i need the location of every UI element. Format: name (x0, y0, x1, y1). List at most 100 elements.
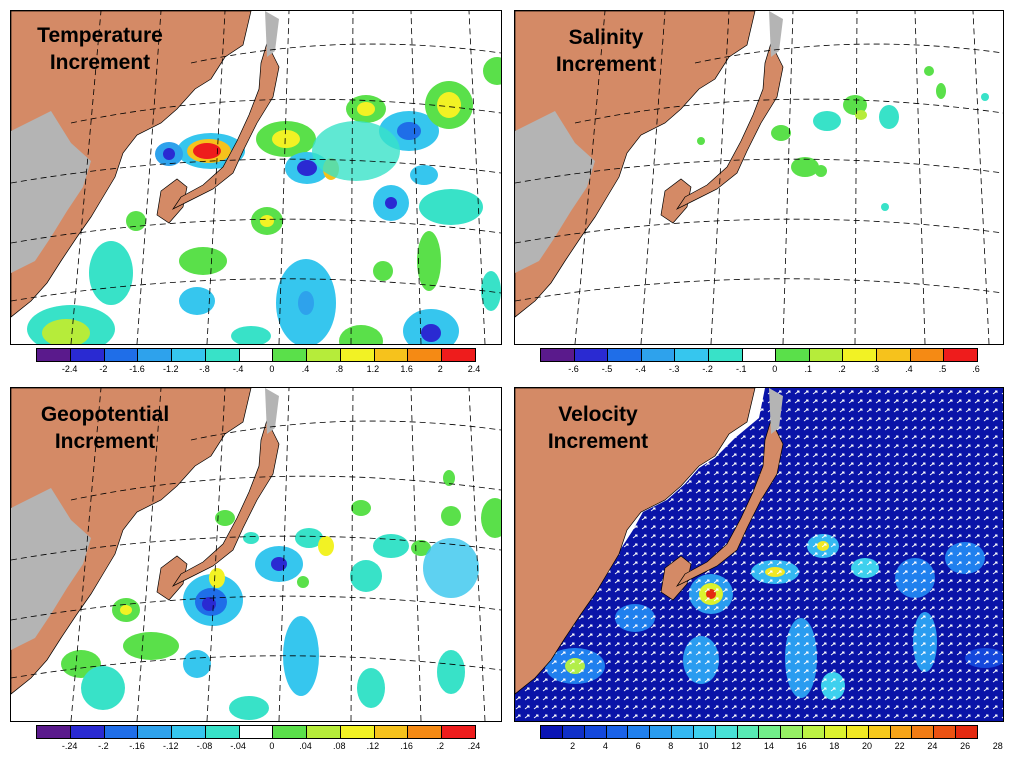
temp-anomaly (193, 143, 221, 159)
temp-anomaly (437, 92, 461, 118)
colorbar-swatch (776, 349, 810, 361)
colorbar-tick-label: 26 (960, 741, 971, 751)
temperature-ticks: -2.4 -2 -1.6 -1.2 -.8 -.4 0 .4 .8 1.2 1.6 2 2.4 (36, 364, 480, 376)
colorbar-tick-label: 0 (269, 364, 275, 374)
colorbar-tick-label: .1 (804, 364, 813, 374)
sal-anomaly (879, 105, 899, 129)
colorbar-tick-label: .4 (301, 364, 310, 374)
temp-anomaly (179, 287, 215, 315)
salinity-map-svg (515, 11, 1003, 344)
colorbar-tick-label: 0 (772, 364, 778, 374)
colorbar-swatch (172, 349, 206, 361)
colorbar-tick-label: .4 (905, 364, 913, 374)
colorbar-swatch (138, 349, 173, 361)
sal-anomaly (924, 66, 934, 76)
korea-peninsula (156, 178, 188, 224)
colorbar-swatch (442, 726, 475, 738)
colorbar-tick-label: -.8 (199, 364, 210, 374)
colorbar-swatch (104, 726, 139, 738)
colorbar-swatch (574, 349, 609, 361)
colorbar-tick-label: 28 (992, 741, 1003, 751)
asia-ice (11, 488, 91, 650)
colorbar-tick-label: 1.6 (400, 364, 413, 374)
colorbar-tick-label: -.16 (129, 741, 145, 751)
temp-anomaly (397, 122, 421, 140)
colorbar-swatch (374, 726, 409, 738)
colorbar-swatch (205, 349, 240, 361)
colorbar-tick-label: 2.4 (467, 364, 481, 374)
colorbar-swatch (809, 349, 844, 361)
colorbar-tick-label: -2.4 (61, 364, 78, 374)
colorbar-tick-label: 20 (861, 741, 873, 751)
colorbar-tick-label: -2 (99, 364, 108, 374)
geo-anomaly (120, 605, 132, 615)
colorbar-swatch (675, 349, 710, 361)
salinity-colorbar (540, 348, 978, 362)
geopotential-map-svg (11, 388, 501, 721)
colorbar-swatch (737, 726, 760, 738)
colorbar-tick-label: .6 (972, 364, 980, 374)
colorbar-swatch (442, 349, 475, 361)
japan-islands (171, 42, 280, 210)
korea-peninsula (660, 555, 692, 601)
korea-peninsula (156, 555, 188, 601)
geo-anomaly (423, 538, 479, 598)
colorbar-swatch (709, 349, 743, 361)
temp-anomaly (481, 271, 501, 311)
japan-islands (675, 419, 784, 587)
colorbar-swatch (890, 726, 913, 738)
colorbar-tick-label: 2 (570, 741, 576, 751)
temp-anomaly (385, 197, 397, 209)
colorbar-swatch (742, 349, 777, 361)
colorbar-swatch (584, 726, 607, 738)
asia-landmass (515, 11, 756, 318)
colorbar-tick-label: -1.2 (163, 364, 179, 374)
colorbar-tick-label: 2 (437, 364, 443, 374)
colorbar-tick-label: .2 (838, 364, 846, 374)
panel-title-line1: Velocity (558, 403, 638, 426)
temp-anomaly (417, 231, 441, 291)
colorbar-swatch (956, 726, 977, 738)
geo-anomaly (215, 510, 235, 526)
colorbar-swatch (606, 726, 629, 738)
colorbar-tick-label: 8 (668, 741, 674, 751)
salinity-map (514, 10, 1004, 345)
colorbar-swatch (340, 349, 375, 361)
sakhalin-island (769, 11, 783, 57)
geo-anomaly (441, 506, 461, 526)
sal-anomaly (981, 93, 989, 101)
colorbar-swatch (672, 726, 694, 738)
temperature-map (10, 10, 502, 345)
panel-title-line2: Increment (54, 430, 156, 453)
temp-anomaly (260, 215, 274, 227)
sal-anomaly (791, 157, 819, 177)
colorbar-swatch (781, 726, 804, 738)
colorbar-tick-label: 10 (698, 741, 709, 751)
korea-peninsula (660, 178, 692, 224)
temp-anomaly (89, 241, 133, 305)
geo-anomaly (123, 632, 179, 660)
colorbar-swatch (877, 349, 911, 361)
colorbar-swatch (912, 726, 935, 738)
colorbar-tick-label: .8 (335, 364, 343, 374)
colorbar-tick-label: -.2 (98, 741, 109, 751)
temp-anomaly (421, 324, 441, 342)
colorbar-swatch (172, 726, 206, 738)
colorbar-swatch (650, 726, 673, 738)
temp-anomaly (163, 148, 175, 160)
colorbar-tick-label: -.12 (163, 741, 179, 751)
velocity-map-svg (515, 388, 1003, 721)
colorbar-tick-label: 14 (763, 741, 774, 751)
sal-anomaly (881, 203, 889, 211)
colorbar-tick-label: .3 (871, 364, 880, 374)
geo-anomaly (243, 532, 259, 544)
colorbar-tick-label: 6 (635, 741, 641, 751)
colorbar-swatch (824, 726, 847, 738)
colorbar-tick-label: -.1 (735, 364, 747, 374)
colorbar-tick-label: 16 (796, 741, 807, 751)
velocity-title: Velocity Increment (532, 401, 664, 455)
velocity-ticks: 2 4 6 8 10 12 14 16 18 20 22 24 26 28 (540, 741, 1003, 753)
temp-anomaly (419, 189, 483, 225)
colorbar-swatch (541, 726, 563, 738)
colorbar-tick-label: -.6 (568, 364, 579, 374)
